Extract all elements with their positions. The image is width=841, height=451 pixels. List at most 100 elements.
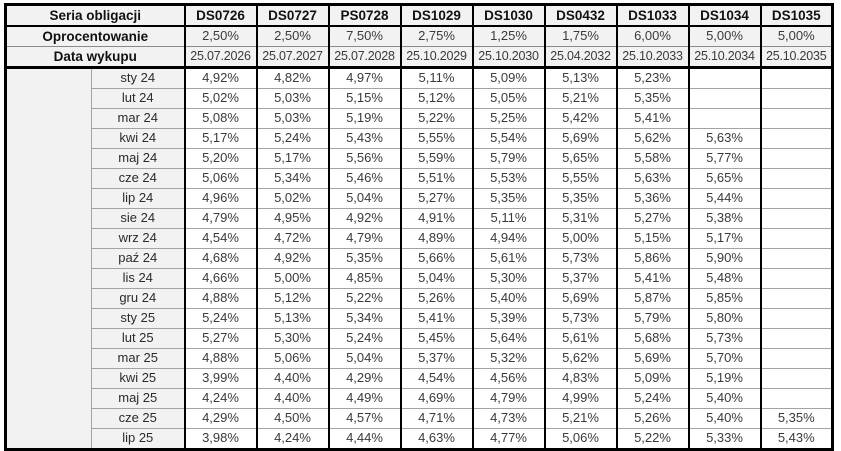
- rate-value-cell: [759, 388, 834, 409]
- rate-value-cell: 5,35%: [759, 408, 834, 429]
- rate-value-cell: 4,63%: [399, 428, 474, 450]
- series-header-label: Seria obligacji: [5, 4, 185, 27]
- rate-value-cell: 5,04%: [399, 268, 474, 289]
- rate-value-cell: 5,32%: [471, 348, 546, 369]
- month-label: gru 24: [91, 288, 186, 309]
- rate-value-cell: 5,51%: [399, 168, 474, 189]
- interest-rate-cell: 1,25%: [471, 25, 546, 47]
- month-label: maj 25: [91, 388, 186, 409]
- rate-value-cell: 5,34%: [255, 168, 330, 189]
- rate-value-cell: [687, 88, 762, 109]
- rate-value-cell: 5,86%: [615, 248, 690, 269]
- rate-value-cell: 5,27%: [399, 188, 474, 209]
- rate-value-cell: 5,08%: [183, 108, 258, 129]
- rate-value-cell: 4,92%: [183, 67, 258, 89]
- rate-value-cell: 5,06%: [183, 168, 258, 189]
- month-label: kwi 25: [91, 368, 186, 389]
- rate-value-cell: 5,65%: [543, 148, 618, 169]
- rate-value-cell: [759, 208, 834, 229]
- rate-value-cell: [687, 67, 762, 89]
- rate-value-cell: [759, 67, 834, 89]
- month-label: sty 25: [91, 308, 186, 329]
- interest-rate-cell: 2,50%: [183, 25, 258, 47]
- rate-value-cell: 5,34%: [327, 308, 402, 329]
- interest-rate-cell: 5,00%: [759, 25, 834, 47]
- rate-value-cell: 5,20%: [183, 148, 258, 169]
- rate-value-cell: 4,79%: [327, 228, 402, 249]
- rate-value-cell: 5,35%: [327, 248, 402, 269]
- rate-value-cell: 5,09%: [471, 67, 546, 89]
- rate-value-cell: 4,95%: [255, 208, 330, 229]
- maturity-date-cell: 25.04.2032: [543, 46, 618, 69]
- rate-value-cell: 5,22%: [399, 108, 474, 129]
- maturity-date-cell: 25.07.2028: [327, 46, 402, 69]
- rate-value-cell: 5,69%: [615, 348, 690, 369]
- rate-value-cell: 4,92%: [255, 248, 330, 269]
- rate-value-cell: 5,27%: [615, 208, 690, 229]
- rate-value-cell: 4,89%: [399, 228, 474, 249]
- rate-value-cell: 5,90%: [687, 248, 762, 269]
- series-column-header: DS0432: [543, 4, 618, 27]
- maturity-date-cell: 25.07.2027: [255, 46, 330, 69]
- rate-value-cell: 5,00%: [255, 268, 330, 289]
- maturity-date-cell: 25.10.2034: [687, 46, 762, 69]
- rate-value-cell: [759, 188, 834, 209]
- rate-value-cell: 4,91%: [399, 208, 474, 229]
- rate-value-cell: [759, 168, 834, 189]
- rate-value-cell: 5,59%: [399, 148, 474, 169]
- table-row: paź 24 4,68% 4,92% 5,35% 5,66% 5,61% 5,73% 5,86…: [6, 248, 834, 269]
- rate-value-cell: 4,82%: [255, 67, 330, 89]
- rate-value-cell: 5,30%: [471, 268, 546, 289]
- rate-value-cell: 5,42%: [543, 108, 618, 129]
- rate-value-cell: 5,06%: [255, 348, 330, 369]
- rate-value-cell: 5,33%: [687, 428, 762, 450]
- table-row: gru 24 4,88% 5,12% 5,22% 5,26% 5,40% 5,69% 5,87…: [6, 288, 834, 309]
- rate-value-cell: 5,24%: [327, 328, 402, 349]
- rate-value-cell: 4,79%: [471, 388, 546, 409]
- rate-value-cell: 5,12%: [255, 288, 330, 309]
- month-label: mar 25: [91, 348, 186, 369]
- table-row: lip 25 3,98% 4,24% 4,44% 4,63% 4,77% 5,06% 5,22…: [6, 428, 834, 450]
- rate-value-cell: 4,24%: [183, 388, 258, 409]
- rate-value-cell: 5,69%: [543, 128, 618, 149]
- rate-value-cell: 5,26%: [399, 288, 474, 309]
- spacer-cell: [5, 67, 92, 451]
- rate-value-cell: 5,68%: [615, 328, 690, 349]
- rate-value-cell: 5,17%: [183, 128, 258, 149]
- rate-value-cell: 5,35%: [471, 188, 546, 209]
- rate-value-cell: 5,17%: [687, 228, 762, 249]
- table-row: cze 24 5,06% 5,34% 5,46% 5,51% 5,53% 5,55% 5,63…: [6, 168, 834, 189]
- rate-value-cell: 4,54%: [183, 228, 258, 249]
- rate-value-cell: 5,04%: [327, 348, 402, 369]
- rate-value-cell: 5,40%: [687, 388, 762, 409]
- table-row: maj 24 5,20% 5,17% 5,56% 5,59% 5,79% 5,65% 5,58…: [6, 148, 834, 169]
- table-row: mar 25 4,88% 5,06% 5,04% 5,37% 5,32% 5,62% 5,69…: [6, 348, 834, 369]
- interest-rate-cell: 2,75%: [399, 25, 474, 47]
- rate-value-cell: 4,83%: [543, 368, 618, 389]
- rate-value-cell: 5,05%: [471, 88, 546, 109]
- table-row: maj 25 4,24% 4,40% 4,49% 4,69% 4,79% 4,99% 5,24…: [6, 388, 834, 409]
- rate-value-cell: 5,43%: [327, 128, 402, 149]
- rate-value-cell: 5,11%: [399, 67, 474, 89]
- rate-value-cell: [759, 108, 834, 129]
- rate-value-cell: 4,69%: [399, 388, 474, 409]
- rate-value-cell: 5,61%: [471, 248, 546, 269]
- maturity-date-cell: 25.07.2026: [183, 46, 258, 69]
- rate-value-cell: 5,77%: [687, 148, 762, 169]
- rate-value-cell: 5,73%: [543, 308, 618, 329]
- table-row: wrz 24 4,54% 4,72% 4,79% 4,89% 4,94% 5,00% 5,15…: [6, 228, 834, 249]
- rate-value-cell: 5,87%: [615, 288, 690, 309]
- rate-value-cell: 5,64%: [471, 328, 546, 349]
- series-column-header: DS0726: [183, 4, 258, 27]
- table-row: lut 25 5,27% 5,30% 5,24% 5,45% 5,64% 5,61% 5,68…: [6, 328, 834, 349]
- rate-value-cell: 5,15%: [615, 228, 690, 249]
- month-label: lip 25: [91, 428, 186, 450]
- interest-rate-cell: 6,00%: [615, 25, 690, 47]
- rate-value-cell: 5,35%: [615, 88, 690, 109]
- rate-value-cell: 4,54%: [399, 368, 474, 389]
- rate-value-cell: 5,39%: [471, 308, 546, 329]
- table-row: lut 24 5,02% 5,03% 5,15% 5,12% 5,05% 5,21% 5,35…: [6, 88, 834, 109]
- rate-value-cell: 4,92%: [327, 208, 402, 229]
- table-row: kwi 25 3,99% 4,40% 4,29% 4,54% 4,56% 4,83% 5,09…: [6, 368, 834, 389]
- series-column-header: DS1034: [687, 4, 762, 27]
